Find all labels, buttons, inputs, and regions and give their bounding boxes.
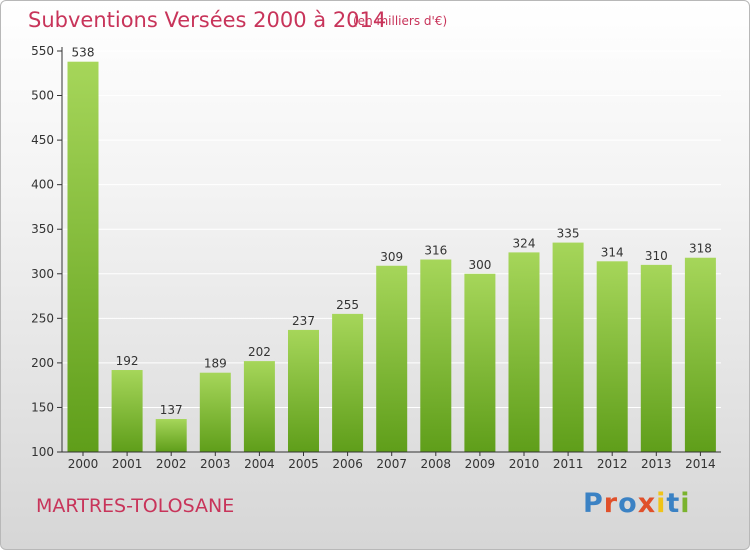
- bar-value-label: 335: [557, 227, 580, 241]
- logo-letter: i: [656, 488, 667, 519]
- x-tick-label: 2002: [156, 457, 187, 471]
- y-tick-label: 250: [31, 311, 54, 325]
- y-tick-label: 300: [31, 267, 54, 281]
- bar-value-label: 324: [513, 236, 536, 250]
- bar: [243, 361, 275, 452]
- bar: [640, 264, 672, 452]
- bar: [332, 313, 364, 452]
- bar: [684, 257, 716, 452]
- y-tick-label: 100: [31, 445, 54, 459]
- bar-value-label: 255: [336, 298, 359, 312]
- bar: [552, 242, 584, 452]
- x-tick-label: 2000: [68, 457, 99, 471]
- x-tick-label: 2011: [553, 457, 584, 471]
- bar: [288, 329, 319, 452]
- bar: [111, 370, 143, 452]
- bar-value-label: 300: [468, 258, 491, 272]
- x-tick-label: 2004: [244, 457, 275, 471]
- bar-value-label: 310: [645, 249, 668, 263]
- x-tick-label: 2007: [376, 457, 407, 471]
- logo-letter: o: [618, 488, 638, 519]
- bar-value-label: 192: [116, 354, 139, 368]
- logo-letter: x: [637, 488, 657, 519]
- x-tick-label: 2001: [112, 457, 143, 471]
- bar-value-label: 202: [248, 345, 271, 359]
- bar: [596, 261, 628, 452]
- x-tick-label: 2012: [597, 457, 628, 471]
- bar-value-label: 314: [601, 245, 624, 259]
- bar-value-label: 318: [689, 242, 712, 256]
- bar-value-label: 309: [380, 250, 403, 264]
- x-tick-label: 2013: [641, 457, 672, 471]
- y-tick-label: 350: [31, 222, 54, 236]
- y-tick-label: 450: [31, 133, 54, 147]
- y-tick-label: 200: [31, 356, 54, 370]
- x-tick-label: 2009: [465, 457, 496, 471]
- logo-letter: i: [680, 488, 691, 519]
- chart-title: Subventions Versées 2000 à 2014: [28, 8, 387, 32]
- bar: [508, 252, 540, 452]
- bar: [376, 265, 408, 452]
- x-tick-label: 2003: [200, 457, 231, 471]
- x-tick-label: 2005: [288, 457, 319, 471]
- bar: [420, 259, 452, 452]
- unit-note: (en milliers d'€): [353, 14, 448, 28]
- place-name: MARTRES-TOLOSANE: [36, 495, 235, 517]
- x-tick-label: 2010: [509, 457, 540, 471]
- logo-letter: r: [603, 488, 619, 519]
- bar: [155, 419, 187, 452]
- bar-value-label: 189: [204, 357, 227, 371]
- logo-letter: t: [666, 488, 681, 519]
- y-tick-label: 550: [31, 44, 54, 58]
- proxiti-logo[interactable]: Proxiti: [583, 488, 691, 519]
- y-tick-label: 400: [31, 178, 54, 192]
- x-tick-label: 2008: [421, 457, 452, 471]
- y-tick-label: 150: [31, 400, 54, 414]
- bar-value-label: 316: [424, 244, 447, 258]
- bars: 538 192 137 189 202 237 255 309 316 300 324 335 314 3…: [67, 46, 716, 453]
- bar: [67, 61, 99, 453]
- bar-value-label: 237: [292, 314, 315, 328]
- bar: [199, 372, 231, 452]
- x-tick-label: 2014: [685, 457, 716, 471]
- y-tick-label: 500: [31, 89, 54, 103]
- x-tick-label: 2006: [332, 457, 363, 471]
- bar: [464, 273, 496, 452]
- bar-value-label: 137: [160, 403, 183, 417]
- bar-value-label: 538: [72, 46, 95, 60]
- axes: 100 150 200 250 300 350 400 450 500 550 2000 2001 20…: [31, 44, 721, 471]
- logo-letter: P: [583, 488, 604, 519]
